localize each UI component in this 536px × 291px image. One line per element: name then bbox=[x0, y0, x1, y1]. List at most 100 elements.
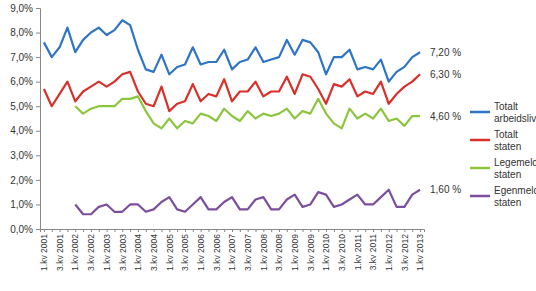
x-tick: 1.kv 2007 bbox=[227, 229, 237, 271]
y-tick-label: 6,0% bbox=[10, 76, 33, 87]
y-tick-label: 2,0% bbox=[10, 175, 33, 186]
x-tick-mark bbox=[248, 229, 249, 232]
legend-label: Totaltarbeidslivet bbox=[494, 101, 536, 124]
x-tick bbox=[287, 229, 288, 232]
y-tick: 6,0% bbox=[10, 76, 40, 87]
legend-swatch bbox=[470, 167, 490, 170]
y-tick-label: 9,0% bbox=[10, 3, 33, 14]
x-tick-mark bbox=[60, 229, 61, 232]
x-tick-label: 1.kv 2006 bbox=[196, 234, 206, 271]
x-tick bbox=[381, 229, 382, 232]
x-tick: 1.kv 2006 bbox=[196, 229, 206, 271]
x-tick-mark bbox=[287, 229, 288, 232]
x-tick-mark bbox=[224, 229, 225, 232]
x-tick-mark bbox=[91, 229, 92, 232]
x-tick-mark bbox=[201, 229, 202, 232]
x-tick: 3.kv 2001 bbox=[55, 229, 65, 271]
x-tick: 1.kv 2008 bbox=[259, 229, 269, 271]
x-tick: 3.kv 2008 bbox=[274, 229, 284, 271]
x-tick-mark bbox=[240, 229, 241, 232]
x-tick-mark bbox=[381, 229, 382, 232]
x-tick: 3.kv 2003 bbox=[118, 229, 128, 271]
y-tick: 9,0% bbox=[10, 3, 40, 14]
y-tick-label: 7,0% bbox=[10, 52, 33, 63]
y-tick: 7,0% bbox=[10, 52, 40, 63]
y-tick-label: 8,0% bbox=[10, 27, 33, 38]
x-tick-label: 3.kv 2002 bbox=[86, 234, 96, 271]
x-tick-mark bbox=[232, 229, 233, 232]
x-tick bbox=[161, 229, 162, 232]
y-tick: 3,0% bbox=[10, 150, 40, 161]
chart: 0,0% 1,0% 2,0% 3,0% 4,0% 5,0% 6,0% 7,0% 8,0% 9,0%… bbox=[0, 0, 536, 291]
x-tick bbox=[240, 229, 241, 232]
x-tick bbox=[83, 229, 84, 232]
x-tick-mark bbox=[193, 229, 194, 232]
y-tick: 8,0% bbox=[10, 27, 40, 38]
x-tick bbox=[130, 229, 131, 232]
x-tick: 3.kv 2009 bbox=[306, 229, 316, 271]
annotation: 1,60 % bbox=[430, 184, 461, 195]
x-tick: 3.kv 2007 bbox=[243, 229, 253, 271]
x-tick: 3.kv 2004 bbox=[149, 229, 159, 271]
plot: 0,0% 1,0% 2,0% 3,0% 4,0% 5,0% 6,0% 7,0% 8,0% 9,0%… bbox=[10, 3, 425, 271]
x-tick bbox=[52, 229, 53, 232]
y-tick-mark bbox=[36, 8, 40, 9]
annotations: 7,20 %6,30 %4,60 %1,60 % bbox=[430, 47, 461, 196]
x-tick-label: 1.kv 2001 bbox=[39, 234, 49, 271]
x-tick-mark bbox=[303, 229, 304, 232]
x-tick-mark bbox=[138, 229, 139, 232]
x-tick-label: 1.kv 2009 bbox=[290, 234, 300, 271]
x-tick: 1.kv 2012 bbox=[384, 229, 394, 271]
x-axis-line bbox=[41, 230, 425, 233]
legend-label: Egenmeldtestaten bbox=[494, 185, 536, 208]
x-tick-mark bbox=[185, 229, 186, 232]
legend-swatch bbox=[470, 139, 490, 142]
x-tick: 3.kv 2006 bbox=[212, 229, 222, 271]
lines bbox=[44, 20, 420, 214]
x-tick: 3.kv 2012 bbox=[400, 229, 410, 271]
x-tick: 1.kv 2013 bbox=[415, 229, 425, 271]
x-tick: 3.kv 2005 bbox=[180, 229, 190, 271]
x-tick-mark bbox=[169, 229, 170, 232]
y-tick-mark bbox=[36, 131, 40, 132]
x-tick-mark bbox=[279, 229, 280, 232]
y-tick-mark bbox=[36, 180, 40, 181]
x-tick: 1.kv 2010 bbox=[321, 229, 331, 271]
x-tick bbox=[397, 229, 398, 232]
x-tick: 1.kv 2009 bbox=[290, 229, 300, 271]
x-tick-mark bbox=[326, 229, 327, 232]
series-line bbox=[75, 190, 420, 215]
x-tick-label: 3.kv 2004 bbox=[149, 234, 159, 271]
y-tick: 4,0% bbox=[10, 125, 40, 136]
y-tick: 0,0% bbox=[10, 224, 40, 235]
x-tick: 1.kv 2001 bbox=[39, 229, 49, 271]
x-tick bbox=[365, 229, 366, 232]
x-tick-mark bbox=[122, 229, 123, 232]
x-tick-label: 1.kv 2004 bbox=[133, 234, 143, 271]
y-tick-label: 0,0% bbox=[10, 224, 33, 235]
x-tick-label: 3.kv 2007 bbox=[243, 234, 253, 271]
x-tick-label: 3.kv 2006 bbox=[212, 234, 222, 271]
x-tick-mark bbox=[389, 229, 390, 232]
legend: TotaltarbeidslivetTotaltstatenLegemeldte… bbox=[470, 101, 536, 208]
x-tick: 1.kv 2005 bbox=[165, 229, 175, 271]
x-tick-mark bbox=[263, 229, 264, 232]
x-tick bbox=[177, 229, 178, 232]
x-tick-mark bbox=[114, 229, 115, 232]
annotation: 7,20 % bbox=[430, 47, 461, 58]
x-tick-mark bbox=[216, 229, 217, 232]
x-tick-label: 1.kv 2007 bbox=[227, 234, 237, 271]
y-tick-mark bbox=[36, 106, 40, 107]
x-tick bbox=[412, 229, 413, 232]
x-tick-mark bbox=[420, 229, 421, 232]
y-tick-mark bbox=[36, 204, 40, 205]
y-tick-label: 1,0% bbox=[10, 199, 33, 210]
x-tick-label: 3.kv 2012 bbox=[400, 234, 410, 271]
x-tick-mark bbox=[75, 229, 76, 232]
x-tick-mark bbox=[67, 229, 68, 232]
x-axis: 1.kv 20013.kv 20011.kv 20023.kv 20021.kv… bbox=[39, 229, 425, 271]
y-tick-mark bbox=[36, 33, 40, 34]
y-tick-label: 5,0% bbox=[10, 101, 33, 112]
x-tick bbox=[99, 229, 100, 232]
x-tick-mark bbox=[83, 229, 84, 232]
